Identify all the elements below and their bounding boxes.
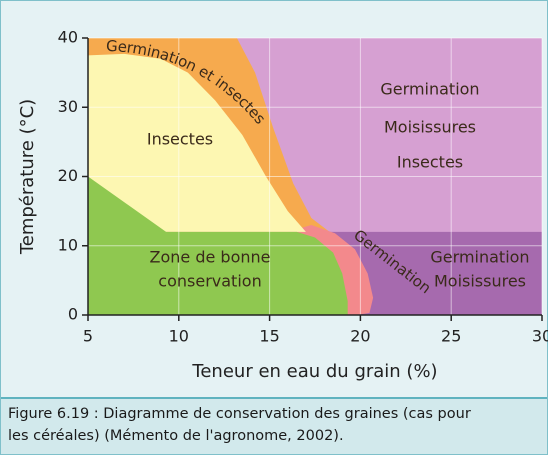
x-axis-label: Teneur en eau du grain (%) bbox=[191, 361, 437, 382]
caption: les céréales) (Mémento de l'agronome, 20… bbox=[8, 428, 344, 444]
y-tick-label: 30 bbox=[58, 97, 78, 116]
region-label: Insectes bbox=[397, 153, 463, 172]
region-label: Insectes bbox=[147, 130, 213, 149]
region-label: conservation bbox=[158, 272, 261, 291]
x-tick-label: 30 bbox=[532, 327, 548, 346]
region-label: Moisissures bbox=[384, 118, 476, 137]
y-tick-label: 10 bbox=[58, 235, 78, 254]
x-tick-label: 25 bbox=[441, 327, 461, 346]
y-tick-label: 20 bbox=[58, 166, 78, 185]
caption: Figure 6.19 : Diagramme de conservation … bbox=[8, 406, 471, 422]
caption-band bbox=[1, 398, 547, 454]
x-tick-label: 20 bbox=[350, 327, 370, 346]
y-tick-label: 0 bbox=[68, 305, 78, 324]
x-tick-label: 10 bbox=[169, 327, 189, 346]
region-label: Germination bbox=[380, 80, 479, 99]
region bbox=[88, 53, 306, 232]
region-label: Germination bbox=[430, 248, 529, 267]
x-tick-label: 5 bbox=[83, 327, 93, 346]
y-axis-label: Température (°C) bbox=[17, 99, 38, 255]
x-tick-label: 15 bbox=[259, 327, 279, 346]
y-tick-label: 40 bbox=[58, 28, 78, 47]
region-label: Zone de bonne bbox=[150, 248, 271, 267]
region-label: Moisissures bbox=[434, 272, 526, 291]
